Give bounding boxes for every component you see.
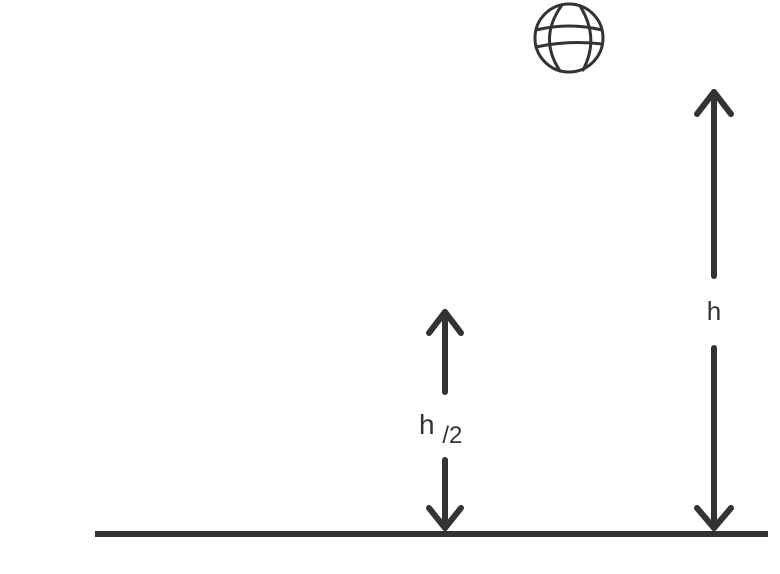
half-height-label-sub: /2	[442, 422, 462, 449]
half-height-arrow-bottom-head	[426, 505, 464, 531]
half-height-label-main: h	[419, 409, 435, 440]
basketball-icon	[533, 2, 605, 74]
half-height-arrow	[426, 309, 464, 531]
height-label: h	[707, 296, 721, 326]
half-height-label: h /2	[419, 409, 462, 449]
height-arrow-bottom-head	[694, 505, 734, 531]
height-arrow	[694, 89, 734, 531]
height-arrow-top-head	[694, 89, 734, 117]
half-height-arrow-top-head	[426, 309, 464, 336]
